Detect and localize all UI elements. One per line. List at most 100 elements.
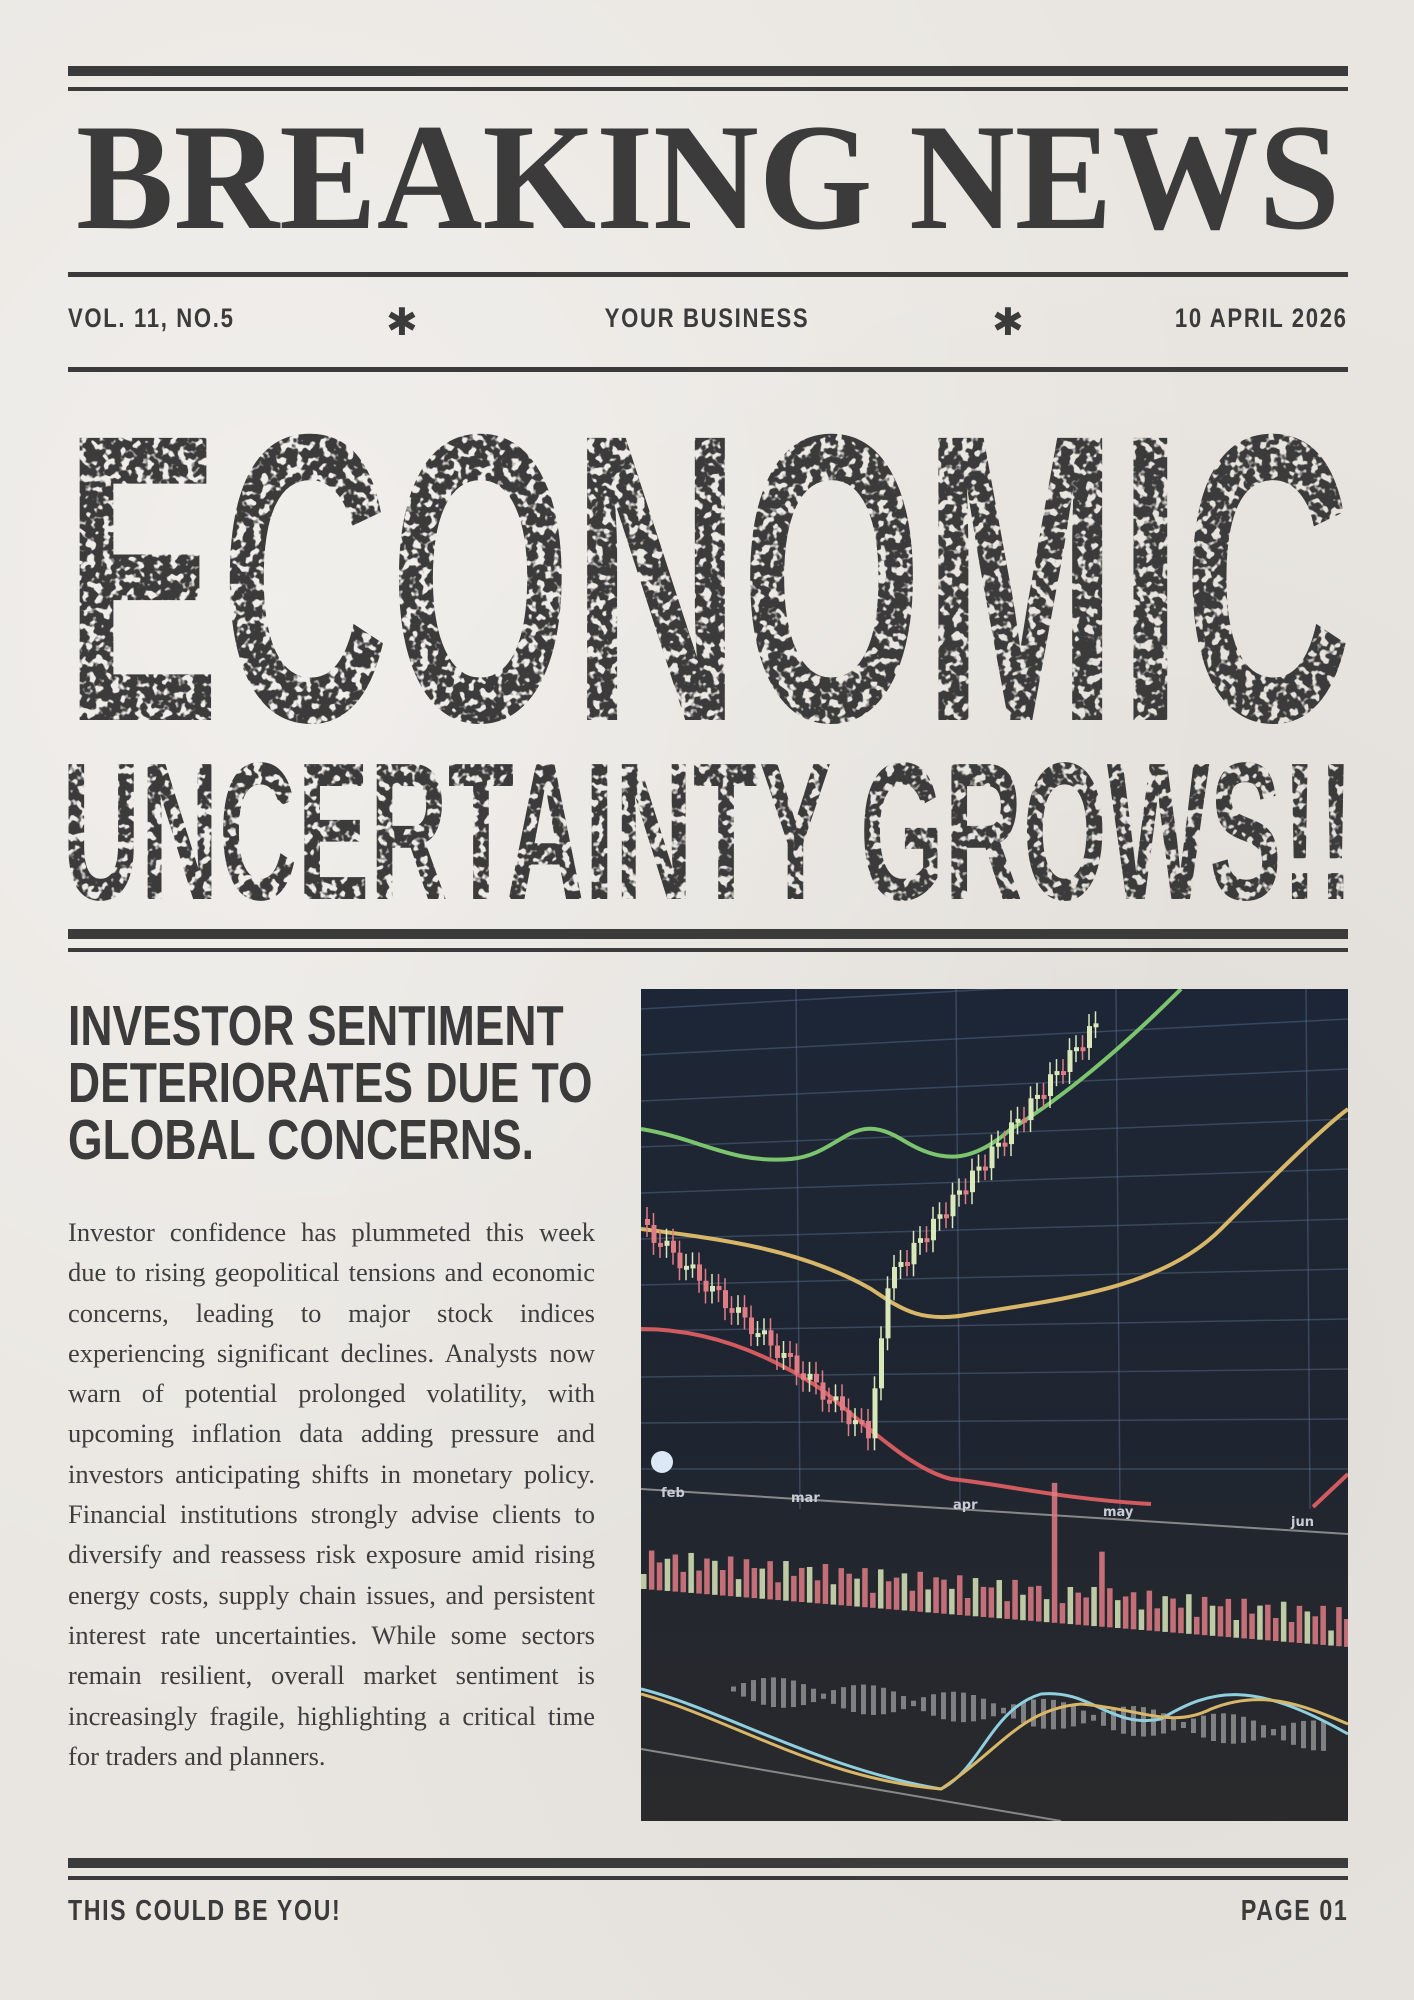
volume-bar: [893, 1577, 900, 1610]
grid-line: [641, 1118, 1348, 1148]
candlestick: [755, 1333, 761, 1338]
histogram-bar: [971, 1695, 976, 1722]
page-number: PAGE 01: [1240, 1895, 1348, 1927]
subheadline-line: DETERIORATES DUE TO: [68, 1051, 593, 1115]
headline-rule-thick: [68, 929, 1348, 939]
volume-bar: [1107, 1588, 1113, 1628]
candlestick: [963, 1190, 969, 1195]
article-body: Investor confidence has plummeted this w…: [68, 1217, 595, 1771]
histogram-bar: [1151, 1709, 1156, 1736]
histogram-bar: [1091, 1714, 1096, 1721]
candlestick: [1067, 1050, 1073, 1072]
top-rule-thick: [68, 66, 1348, 76]
grid-line: [1305, 989, 1311, 1510]
candlestick: [931, 1218, 936, 1241]
volume-bar: [846, 1573, 852, 1606]
candlestick: [989, 1146, 995, 1169]
volume-bar: [957, 1575, 963, 1615]
grid-line: [1115, 989, 1121, 1510]
histogram-bar: [811, 1688, 816, 1703]
headline-line1: ECONOMIC: [64, 400, 1352, 807]
histogram-bar: [841, 1687, 846, 1709]
volume-bar: [838, 1568, 844, 1606]
candlestick: [807, 1373, 813, 1380]
volume-bar: [1312, 1616, 1318, 1645]
grid-line: [641, 1268, 1348, 1286]
candlestick: [788, 1353, 793, 1358]
histogram-bar: [791, 1680, 796, 1708]
candlestick: [833, 1396, 839, 1401]
volume-bar: [1280, 1601, 1287, 1642]
candlestick: [775, 1345, 780, 1358]
volume-bar: [917, 1571, 923, 1612]
grid-line: [641, 1018, 1348, 1056]
candlestick: [1022, 1118, 1027, 1123]
histogram-bar: [741, 1683, 746, 1697]
candlestick: [1041, 1094, 1047, 1099]
volume-bar: [1059, 1603, 1066, 1624]
histogram-bar: [881, 1687, 886, 1715]
month-label: feb: [661, 1486, 685, 1501]
volume-bar: [941, 1579, 947, 1614]
volume-bar: [712, 1560, 718, 1595]
histogram-bar: [1061, 1702, 1066, 1729]
asterisk-icon: ✱: [386, 300, 418, 344]
volume-bar: [949, 1588, 955, 1615]
month-label: mar: [791, 1491, 820, 1506]
grid-line: [641, 1068, 1348, 1102]
volume-bar: [1004, 1601, 1010, 1619]
histogram-bar: [861, 1684, 866, 1715]
masthead-rule: [68, 272, 1348, 277]
histogram-bar: [1271, 1729, 1276, 1736]
volume-bar: [1162, 1596, 1168, 1632]
volume-bar: [933, 1577, 939, 1614]
volume-bar: [1020, 1594, 1026, 1621]
volume-bar: [783, 1561, 789, 1601]
candlestick: [723, 1290, 728, 1309]
histogram-bar: [1181, 1721, 1186, 1729]
volume-bar: [1122, 1596, 1129, 1629]
grid-line: [641, 1418, 1348, 1424]
candlestick: [853, 1420, 858, 1425]
volume-bar: [680, 1571, 686, 1593]
volume-bar: [1099, 1551, 1105, 1627]
candlestick: [801, 1373, 806, 1380]
volume-bar: [996, 1580, 1002, 1619]
volume-bar: [1115, 1600, 1121, 1628]
histogram-bar: [1321, 1721, 1326, 1751]
histogram-bar: [761, 1678, 766, 1705]
volume-bar: [1217, 1606, 1224, 1637]
volume-bar: [988, 1587, 995, 1618]
volume-bar: [735, 1579, 742, 1597]
candlestick: [866, 1420, 871, 1439]
grid-line: [641, 1318, 1348, 1332]
histogram-bar: [1001, 1707, 1006, 1714]
volume-bar: [980, 1586, 987, 1617]
volume-bar: [641, 1574, 647, 1589]
candlestick: [742, 1307, 748, 1318]
candlestick: [970, 1170, 975, 1193]
volume-bar: [759, 1568, 765, 1599]
volume-bar: [1304, 1611, 1311, 1644]
volume-bar: [1178, 1607, 1184, 1634]
candlestick: [1028, 1098, 1034, 1121]
histogram-bar: [1311, 1720, 1316, 1751]
volume-bar: [1154, 1608, 1160, 1632]
candlestick: [1048, 1074, 1053, 1097]
candlestick: [996, 1142, 1001, 1147]
volume-bar: [1225, 1598, 1232, 1638]
candlestick: [684, 1265, 689, 1270]
masthead: BREAKING NEWS: [76, 110, 1340, 240]
volume-bar: [964, 1597, 971, 1616]
histogram-bar: [1031, 1699, 1036, 1727]
candlestick: [911, 1242, 917, 1265]
histogram-bar: [931, 1694, 936, 1716]
histogram-bar: [821, 1693, 826, 1699]
candlestick: [781, 1353, 787, 1358]
histogram-bar: [911, 1700, 916, 1707]
volume-bar: [704, 1558, 710, 1595]
masthead-title: BREAKING NEWS: [76, 110, 1340, 240]
volume-label: VOL. 11, NO.5: [68, 303, 235, 333]
histogram-bar: [961, 1692, 966, 1723]
candlestick: [892, 1266, 897, 1289]
